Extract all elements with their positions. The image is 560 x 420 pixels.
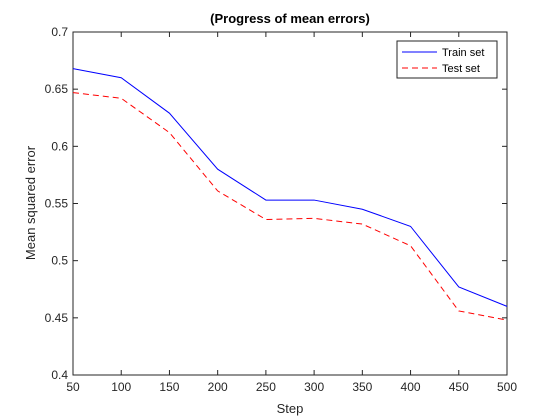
y-tick-label: 0.45 [45, 311, 69, 325]
chart-title: (Progress of mean errors) [210, 11, 370, 26]
x-tick-label: 300 [304, 380, 324, 394]
legend: Train set Test set [397, 41, 497, 78]
y-tick-label: 0.6 [51, 139, 68, 153]
y-tick-label: 0.55 [45, 197, 69, 211]
legend-label-train: Train set [442, 47, 484, 59]
y-tick-label: 0.7 [51, 25, 68, 39]
x-tick-label: 200 [208, 380, 228, 394]
x-tick-label: 500 [497, 380, 517, 394]
x-tick-label: 100 [111, 380, 131, 394]
x-tick-label: 50 [66, 380, 80, 394]
y-axis-label: Mean squared error [23, 145, 38, 260]
legend-label-test: Test set [442, 63, 480, 75]
y-tick-label: 0.5 [51, 254, 68, 268]
x-tick-label: 350 [352, 380, 372, 394]
x-tick-label: 150 [159, 380, 179, 394]
x-axis-label: Step [277, 401, 304, 416]
x-tick-label: 250 [256, 380, 276, 394]
plot-area [73, 32, 507, 375]
y-tick-label: 0.65 [45, 82, 69, 96]
x-tick-label: 450 [449, 380, 469, 394]
x-tick-label: 400 [401, 380, 421, 394]
